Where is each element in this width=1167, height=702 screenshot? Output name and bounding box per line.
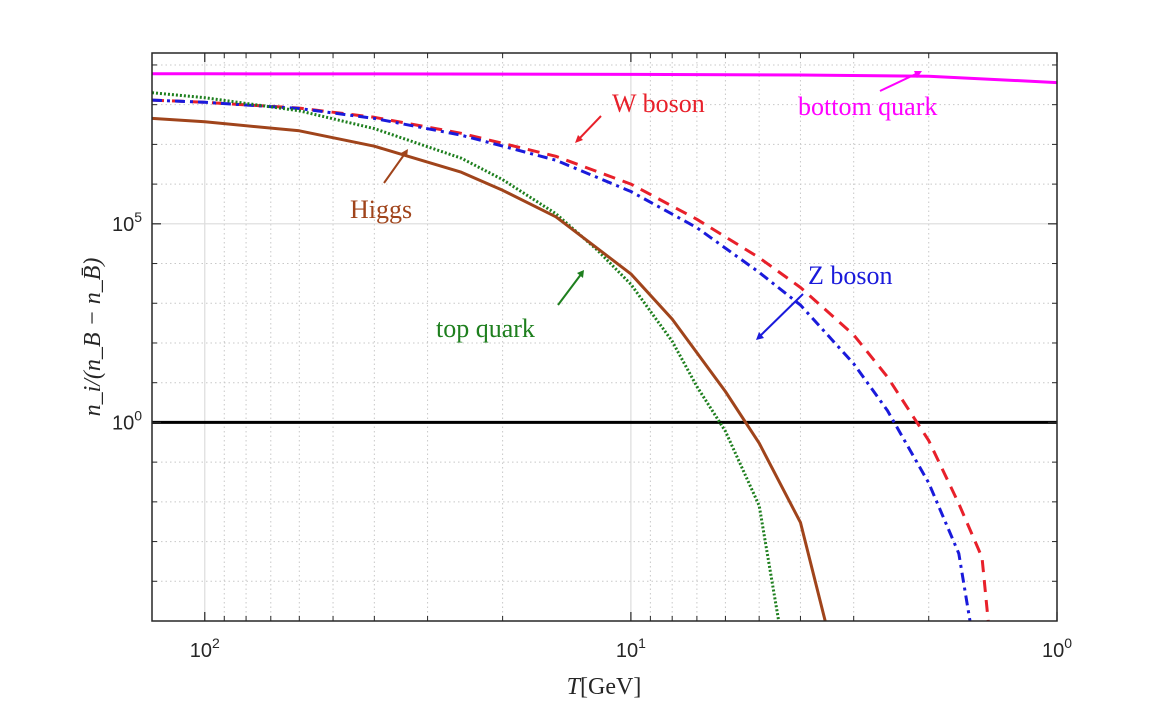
x-tick-labels: 102 101 100 xyxy=(190,635,1072,662)
plot-frame xyxy=(151,52,1058,622)
y-axis-label: n_i/(n_B − n_B̄) xyxy=(80,258,106,417)
series-layer xyxy=(151,72,1058,622)
annotation-higgs-label: Higgs xyxy=(350,195,412,224)
annotation-higgs-arrow xyxy=(383,151,407,184)
y-tick-label: 105 xyxy=(112,209,142,236)
annotation-top-quark-arrow xyxy=(557,272,583,306)
annotation-bottom-quark: bottom quark xyxy=(798,71,937,121)
ticks-layer xyxy=(152,53,1058,622)
annotation-bottom-quark-arrow xyxy=(879,72,919,92)
series-line-bottom-quark xyxy=(152,72,1058,85)
annotation-z-boson-arrow xyxy=(758,293,804,338)
annotation-top-quark: top quark xyxy=(436,270,584,343)
annotation-top-quark-label: top quark xyxy=(436,314,535,343)
annotation-z-boson: Z boson xyxy=(756,261,893,340)
annotation-higgs-arrowhead xyxy=(401,149,408,157)
series-line-higgs xyxy=(151,116,827,622)
x-tick-label: 100 xyxy=(1042,635,1072,662)
y-tick-labels: 100 105 xyxy=(112,209,142,435)
annotation-z-boson-arrowhead xyxy=(756,332,764,340)
annotation-w-boson-arrowhead xyxy=(575,135,583,143)
x-tick-label: 101 xyxy=(616,635,646,662)
annotation-w-boson: W boson xyxy=(575,89,705,143)
x-axis-label: T[GeV] xyxy=(567,674,642,700)
plot-background xyxy=(152,53,1057,621)
annotation-z-boson-label: Z boson xyxy=(808,261,893,290)
x-tick-label: 102 xyxy=(190,635,220,662)
annotation-w-boson-arrow xyxy=(577,115,602,141)
annotation-top-quark-arrowhead xyxy=(577,270,584,278)
annotation-w-boson-label: W boson xyxy=(612,89,705,118)
annotation-bottom-quark-arrowhead xyxy=(914,71,922,78)
y-tick-label: 100 xyxy=(112,407,142,434)
annotation-bottom-quark-label: bottom quark xyxy=(798,92,937,121)
series-line-top-quark xyxy=(151,91,781,622)
annotation-higgs: Higgs xyxy=(350,149,412,224)
